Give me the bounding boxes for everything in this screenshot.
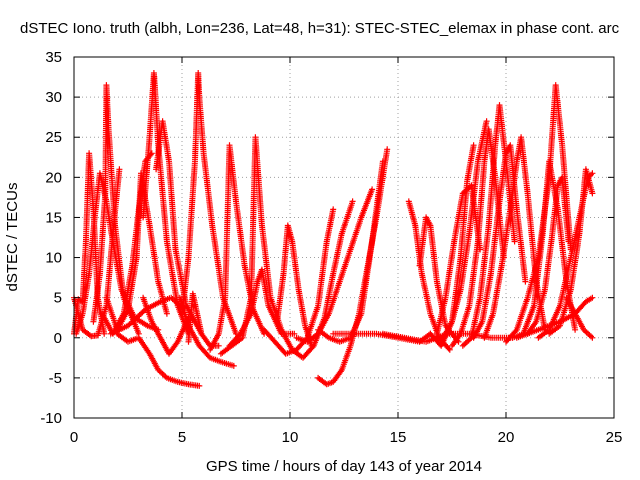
x-tick-label: 25 xyxy=(606,429,623,446)
y-tick-label: 25 xyxy=(45,129,62,146)
arc-11 xyxy=(114,330,203,389)
x-tick-label: 20 xyxy=(498,429,515,446)
y-axis-label: dSTEC / TECUs xyxy=(4,183,21,292)
arc-21 xyxy=(293,186,376,345)
arc-34 xyxy=(481,134,548,341)
arc-18 xyxy=(274,222,315,349)
y-tick-label: 15 xyxy=(45,209,62,226)
y-tick-label: 20 xyxy=(45,169,62,186)
plot-frame xyxy=(73,56,615,419)
arc-12 xyxy=(179,70,239,337)
x-axis-label: GPS time / hours of day 143 of year 2014 xyxy=(206,458,482,475)
y-tick-label: 5 xyxy=(54,290,62,307)
arc-15 xyxy=(207,142,268,353)
y-tick-label: -10 xyxy=(40,410,62,427)
arc-41 xyxy=(563,294,596,341)
arc-14 xyxy=(176,294,237,369)
y-tick-label: 35 xyxy=(45,49,62,66)
x-tick-label: 5 xyxy=(178,429,186,446)
x-tick-label: 10 xyxy=(282,429,299,446)
x-tick-label: 15 xyxy=(390,429,407,446)
data-series xyxy=(71,70,596,389)
y-tick-label: 30 xyxy=(45,89,62,106)
axis-ticks: 0 5 10 15 20 25 -10 -5 0 5 10 15 20 25 30 35 xyxy=(40,49,622,446)
arc-9 xyxy=(140,294,192,357)
chart-title: dSTEC Iono. truth (albh, Lon=236, Lat=48… xyxy=(20,20,620,37)
y-tick-label: 10 xyxy=(45,250,62,267)
arc-30 xyxy=(440,118,490,341)
arc-35 xyxy=(503,82,574,345)
arc-8 xyxy=(140,70,192,337)
arc-40 xyxy=(513,294,596,341)
y-tick-label: -5 xyxy=(49,370,62,387)
arc-10 xyxy=(153,118,205,337)
x-tick-label: 0 xyxy=(70,429,78,446)
y-tick-label: 0 xyxy=(54,330,62,347)
arc-4 xyxy=(90,82,142,337)
arc-23 xyxy=(315,146,391,388)
